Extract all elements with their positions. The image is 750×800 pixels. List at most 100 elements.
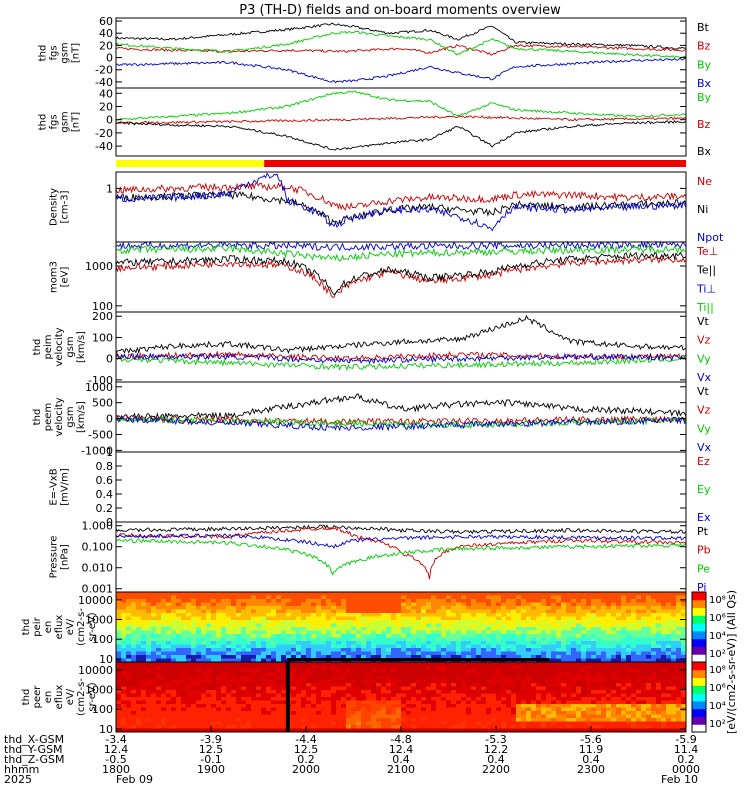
heatmap-cell (306, 725, 312, 729)
heatmap-cell (321, 595, 327, 600)
heatmap-cell (681, 665, 687, 670)
heatmap-cell (406, 609, 412, 614)
heatmap-cell (361, 714, 367, 719)
heatmap-cell (206, 634, 212, 638)
heatmap-cell (601, 620, 607, 624)
heatmap-cell (656, 627, 662, 631)
heatmap-cell (606, 669, 612, 673)
heatmap-cell (466, 595, 472, 600)
heatmap-cell (416, 599, 422, 603)
heatmap-cell (261, 609, 267, 614)
heatmap-cell (456, 679, 462, 684)
heatmap-cell (291, 644, 297, 649)
heatmap-cell (511, 595, 517, 600)
heatmap-cell (671, 714, 677, 719)
heatmap-cell (316, 648, 322, 652)
heatmap-cell (651, 609, 657, 614)
heatmap-cell (121, 641, 127, 645)
heatmap-cell (581, 693, 587, 698)
heatmap-cell (676, 627, 682, 631)
heatmap-cell (636, 620, 642, 624)
heatmap-cell (181, 620, 187, 624)
heatmap-cell (681, 620, 687, 624)
heatmap-cell (406, 648, 412, 652)
heatmap-cell (681, 655, 687, 659)
heatmap-cell (326, 672, 332, 677)
heatmap-cell (486, 725, 492, 729)
heatmap-cell (306, 595, 312, 600)
heatmap-cell (511, 599, 517, 603)
heatmap-cell (596, 721, 602, 726)
heatmap-cell (146, 620, 152, 624)
heatmap-cell (316, 630, 322, 635)
heatmap-cell (631, 686, 637, 691)
heatmap-cell (466, 711, 472, 715)
heatmap-cell (611, 592, 617, 596)
heatmap-cell (226, 704, 232, 708)
heatmap-cell (196, 693, 202, 698)
heatmap-cell (551, 672, 557, 677)
heatmap-cell (321, 613, 327, 617)
heatmap-cell (166, 662, 172, 666)
heatmap-cell (616, 606, 622, 610)
heatmap-cell (526, 679, 532, 684)
heatmap-cell (571, 644, 577, 649)
heatmap-cell (661, 644, 667, 649)
heatmap-cell (361, 690, 367, 694)
heatmap-cell (666, 644, 672, 649)
heatmap-cell (606, 602, 612, 607)
heatmap-cell (556, 627, 562, 631)
heatmap-cell (121, 672, 127, 677)
heatmap-cell (366, 623, 372, 628)
heatmap-cell (261, 704, 267, 708)
heatmap-cell (451, 718, 457, 722)
heatmap-cell (656, 592, 662, 596)
heatmap-cell (631, 592, 637, 596)
y-tick-label: 1 (106, 446, 113, 459)
heatmap-cell (276, 623, 282, 628)
heatmap-cell (466, 669, 472, 673)
heatmap-cell (401, 592, 407, 596)
heatmap-cell (561, 641, 567, 645)
heatmap-cell (441, 725, 447, 729)
heatmap-cell (296, 693, 302, 698)
heatmap-cell (206, 630, 212, 635)
heatmap-cell (361, 725, 367, 729)
heatmap-cell (551, 700, 557, 705)
heatmap-cell (521, 725, 527, 729)
heatmap-cell (176, 711, 182, 715)
heatmap-cell (376, 711, 382, 715)
heatmap-cell (481, 637, 487, 642)
heatmap-cell (346, 676, 352, 680)
heatmap-cell (301, 648, 307, 652)
heatmap-cell (371, 700, 377, 705)
heatmap-cell (341, 697, 347, 701)
heatmap-cell (461, 627, 467, 631)
heatmap-cell (536, 697, 542, 701)
heatmap-cell (416, 725, 422, 729)
heatmap-cell (471, 718, 477, 722)
heatmap-cell (536, 599, 542, 603)
heatmap-cell (481, 620, 487, 624)
heatmap-cell (266, 627, 272, 631)
heatmap-cell (496, 651, 502, 656)
heatmap-cell (401, 644, 407, 649)
heatmap-cell (641, 644, 647, 649)
heatmap-cell (396, 676, 402, 680)
heatmap-cell (646, 613, 652, 617)
heatmap-cell (121, 602, 127, 607)
heatmap-cell (551, 721, 557, 726)
heatmap-cell (586, 644, 592, 649)
heatmap-cell (651, 711, 657, 715)
y-axis-label-line: eV/ (65, 688, 76, 705)
heatmap-cell (146, 634, 152, 638)
heatmap-cell (376, 693, 382, 698)
heatmap-cell (376, 704, 382, 708)
heatmap-cell (251, 669, 257, 673)
heatmap-cell (621, 693, 627, 698)
heatmap-cell (206, 676, 212, 680)
heatmap-cell (426, 630, 432, 635)
heatmap-cell (471, 651, 477, 656)
y-tick-label: 100 (92, 703, 113, 716)
heatmap-cell (601, 599, 607, 603)
